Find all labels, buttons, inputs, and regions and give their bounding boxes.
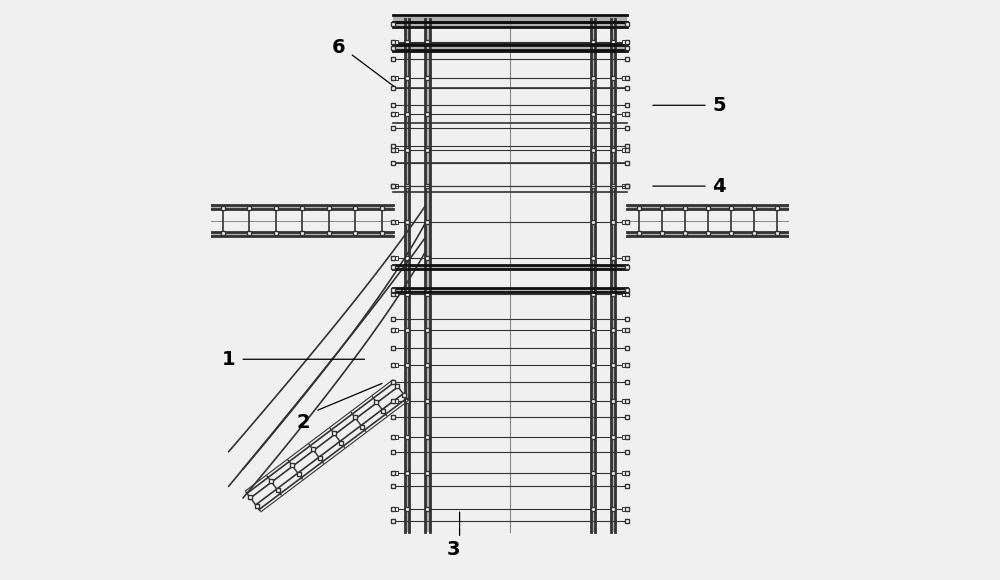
Text: 2: 2 bbox=[297, 414, 311, 432]
Text: 1: 1 bbox=[222, 350, 236, 369]
Text: 4: 4 bbox=[713, 176, 726, 195]
Text: 5: 5 bbox=[713, 96, 726, 115]
Text: 3: 3 bbox=[447, 540, 461, 559]
Text: 6: 6 bbox=[332, 38, 345, 57]
